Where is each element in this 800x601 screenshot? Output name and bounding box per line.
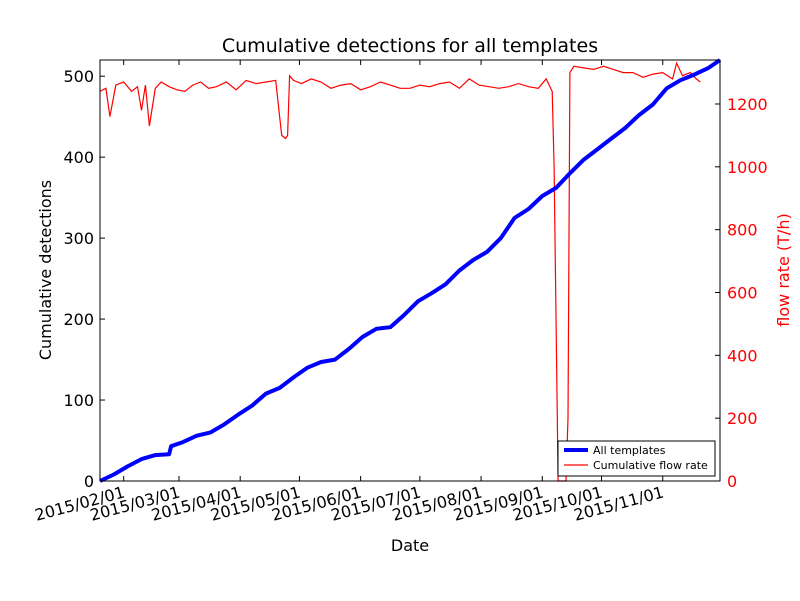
- chart-title: Cumulative detections for all templates: [222, 35, 598, 57]
- flow-rate-line: [99, 61, 701, 482]
- legend-label-cumulative-flow-rate: Cumulative flow rate: [593, 459, 708, 472]
- y2-tick-label: 1200: [727, 95, 768, 114]
- y2-tick-label: 0: [727, 472, 737, 491]
- y-axis-right: 0 200 400 600 800 1000 1200: [715, 95, 768, 491]
- detections-series: [99, 58, 722, 483]
- legend-label-all-templates: All templates: [593, 444, 666, 457]
- y2-tick-label: 800: [727, 221, 758, 240]
- y-axis-left: 0 100 200 300 400 500: [63, 67, 105, 491]
- y-tick-label: 200: [63, 310, 94, 329]
- legend: All templates Cumulative flow rate: [557, 440, 716, 477]
- y-axis-label: Cumulative detections: [36, 180, 55, 360]
- y-tick-label: 400: [63, 148, 94, 167]
- y2-tick-label: 200: [727, 409, 758, 428]
- x-axis-label: Date: [391, 536, 429, 555]
- y-tick-label: 300: [63, 229, 94, 248]
- y2-tick-label: 600: [727, 283, 758, 302]
- y-tick-label: 100: [63, 391, 94, 410]
- plot-frame: [99, 59, 721, 482]
- y2-tick-label: 1000: [727, 158, 768, 177]
- plot-area: [99, 58, 722, 483]
- y2-tick-label: 400: [727, 346, 758, 365]
- flow-rate-series: [99, 61, 701, 482]
- detections-line: [99, 58, 722, 483]
- y-tick-label: 0: [84, 472, 94, 491]
- legend-box: [557, 440, 716, 477]
- y2-axis-label: flow rate (T/h): [774, 213, 793, 326]
- y-tick-label: 500: [63, 67, 94, 86]
